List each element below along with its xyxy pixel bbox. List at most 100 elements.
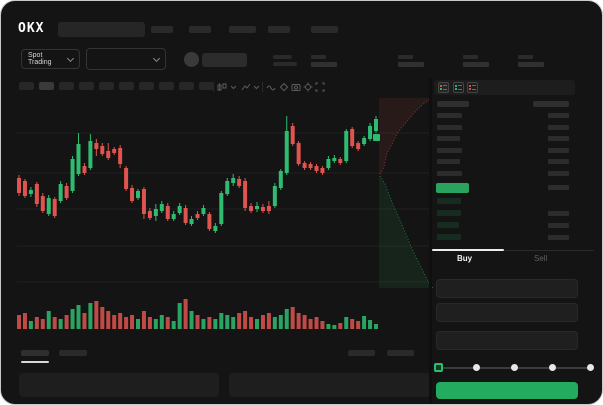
bid-price-placeholder bbox=[437, 198, 461, 204]
slider-stop[interactable] bbox=[587, 364, 594, 371]
stat-value-placeholder bbox=[463, 62, 489, 67]
orderbook-header-amount bbox=[533, 101, 569, 107]
last-price-amount-placeholder bbox=[548, 185, 569, 190]
slider-handle[interactable] bbox=[434, 363, 443, 372]
orderbook-ask-row[interactable] bbox=[432, 122, 594, 133]
buy-tab-indicator bbox=[432, 249, 504, 251]
bid-price-placeholder bbox=[437, 221, 459, 228]
slider-stop[interactable] bbox=[511, 364, 518, 371]
ask-amount-placeholder bbox=[548, 113, 569, 118]
stat-label-placeholder bbox=[311, 55, 326, 59]
orderbook-ask-row[interactable] bbox=[432, 145, 594, 156]
chart-bottom-tab-1[interactable] bbox=[21, 350, 49, 356]
market-type-label: Spot Trading bbox=[28, 52, 52, 66]
coin-avatar bbox=[184, 52, 199, 67]
slider-stop[interactable] bbox=[473, 364, 480, 371]
okx-logo: OKX bbox=[18, 21, 45, 36]
stat-value-placeholder bbox=[518, 62, 544, 67]
last-price-placeholder bbox=[273, 55, 292, 59]
stat-label-placeholder bbox=[398, 55, 413, 59]
indicators-icon[interactable] bbox=[241, 82, 251, 92]
chevron-down-icon bbox=[66, 54, 75, 62]
orderbook-ask-row[interactable] bbox=[432, 168, 594, 179]
amount-field[interactable] bbox=[436, 303, 578, 322]
ask-amount-placeholder bbox=[548, 171, 569, 176]
book-asks-icon[interactable] bbox=[467, 82, 478, 93]
ask-price-placeholder bbox=[437, 147, 462, 153]
chart-bottom-tab-2[interactable] bbox=[59, 350, 87, 356]
stat-value-placeholder bbox=[311, 62, 337, 67]
bid-price-placeholder bbox=[437, 233, 461, 240]
price-field[interactable] bbox=[436, 279, 578, 298]
tab-sell[interactable]: Sell bbox=[534, 254, 548, 263]
chevron-down-icon[interactable] bbox=[253, 85, 263, 95]
timeframe-button[interactable] bbox=[59, 82, 74, 90]
orderbook-bid-row[interactable] bbox=[432, 219, 594, 230]
total-field[interactable] bbox=[436, 331, 578, 350]
candle-style-icon[interactable] bbox=[217, 82, 227, 92]
orderbook-bid-row[interactable] bbox=[432, 231, 594, 242]
market-type-dropdown[interactable]: Spot Trading bbox=[21, 49, 80, 69]
orderbook-ask-row[interactable] bbox=[432, 110, 594, 121]
nav-item-5[interactable] bbox=[311, 26, 338, 33]
timeframe-button[interactable] bbox=[79, 82, 94, 90]
orders-panel-left bbox=[19, 373, 219, 397]
timeframe-button[interactable] bbox=[179, 82, 194, 90]
book-both-icon[interactable] bbox=[438, 82, 449, 93]
settings-gear-icon[interactable] bbox=[303, 82, 313, 92]
volume-layer bbox=[17, 299, 378, 329]
nav-item-4[interactable] bbox=[268, 26, 290, 33]
pair-title-placeholder bbox=[202, 53, 247, 67]
timeframe-button[interactable] bbox=[139, 82, 154, 90]
pair-selector-dropdown[interactable] bbox=[86, 48, 166, 70]
fullscreen-icon[interactable] bbox=[315, 82, 325, 92]
nav-item-3[interactable] bbox=[229, 26, 256, 33]
price-change-placeholder bbox=[273, 62, 297, 66]
orderbook-bid-row[interactable] bbox=[432, 195, 594, 206]
nav-item-1[interactable] bbox=[151, 26, 173, 33]
ask-amount-placeholder bbox=[548, 147, 569, 153]
active-tab-indicator bbox=[21, 361, 49, 363]
panel-divider bbox=[429, 78, 432, 404]
orderbook-bid-row[interactable] bbox=[432, 207, 594, 218]
slider-stop[interactable] bbox=[549, 364, 556, 371]
timeframe-button[interactable] bbox=[159, 82, 174, 90]
chevron-down-icon[interactable] bbox=[230, 85, 240, 95]
ask-price-placeholder bbox=[437, 159, 460, 165]
last-price-highlight bbox=[436, 183, 469, 193]
camera-icon[interactable] bbox=[291, 82, 301, 92]
timeframe-button[interactable] bbox=[19, 82, 34, 90]
timeframe-button[interactable] bbox=[119, 82, 134, 90]
search-input[interactable] bbox=[58, 22, 145, 37]
stat-value-placeholder bbox=[398, 62, 424, 67]
stat-label-placeholder bbox=[463, 55, 478, 59]
ask-amount-placeholder bbox=[548, 159, 569, 165]
ask-amount-placeholder bbox=[548, 124, 569, 130]
buy-submit-button[interactable] bbox=[436, 382, 578, 399]
line-tool-icon[interactable] bbox=[266, 84, 276, 94]
chart-bottom-action-2[interactable] bbox=[387, 350, 414, 356]
nav-item-2[interactable] bbox=[189, 26, 211, 33]
toolbar-divider bbox=[262, 82, 263, 92]
timeframe-button[interactable] bbox=[99, 82, 114, 90]
orders-panel-right bbox=[229, 373, 431, 397]
orderbook-ask-row[interactable] bbox=[432, 156, 594, 167]
ask-price-placeholder bbox=[437, 136, 460, 142]
ask-price-placeholder bbox=[437, 113, 462, 118]
book-bids-icon[interactable] bbox=[453, 82, 464, 93]
bid-price-placeholder bbox=[437, 209, 461, 216]
tab-buy[interactable]: Buy bbox=[457, 254, 473, 263]
orderbook-toolbar bbox=[434, 80, 575, 95]
bid-amount-placeholder bbox=[548, 210, 569, 216]
timeframe-button[interactable] bbox=[39, 82, 54, 90]
orderbook-header-price bbox=[437, 101, 469, 107]
timeframe-button[interactable] bbox=[199, 82, 214, 90]
ask-price-placeholder bbox=[437, 124, 462, 130]
draw-tool-icon[interactable] bbox=[279, 82, 289, 92]
bid-amount-placeholder bbox=[548, 222, 569, 228]
chart-bottom-action-1[interactable] bbox=[348, 350, 375, 356]
ask-amount-placeholder bbox=[548, 136, 569, 142]
orderbook-ask-row[interactable] bbox=[432, 133, 594, 144]
